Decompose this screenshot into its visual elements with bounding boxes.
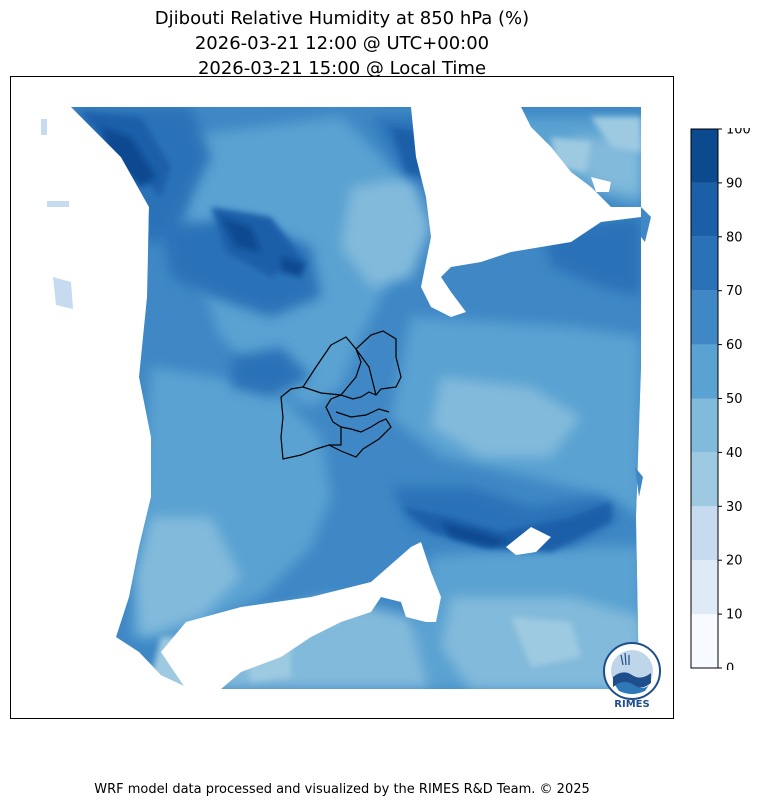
humidity-map [41,107,651,689]
colorbar-segment [691,614,718,668]
colorbar-segment [691,344,718,399]
colorbar-tick-label: 60 [726,338,743,353]
colorbar-tick-label: 10 [726,608,743,623]
colorbar-tick-label: 0 [726,662,734,671]
edge-patches [41,119,651,497]
gulf-coast [335,408,390,418]
colorbar-segment [691,290,718,345]
footer-credit: WRF model data processed and visualized … [94,782,590,797]
colorbar-segment [691,398,718,453]
colorbar-tick-label: 30 [726,500,743,515]
region-tadjourah-divider [302,348,362,396]
colorbar-tick-label: 100 [726,128,751,138]
field-90-100 [101,127,511,547]
country-boundaries [280,330,402,460]
rimes-logo: RIMES [603,642,661,710]
colorbar-tick-label: 70 [726,284,743,299]
colorbar-segment [691,560,718,615]
colorbar: 0 10 20 30 40 50 60 70 80 90 100 [690,123,764,677]
logo-text: RIMES [614,699,649,710]
colorbar-tick-label: 40 [726,446,743,461]
colorbar-tick-label: 20 [726,554,743,569]
colorbar-tick-label: 80 [726,230,743,245]
colorbar-segment [691,452,718,507]
colorbar-segment [691,236,718,291]
colorbar-segment [691,129,718,183]
no-data-areas [161,107,641,689]
title-line-2: 2026-03-21 12:00 @ UTC+00:00 [194,33,490,54]
field-40-50 [136,137,641,689]
djibouti-border [280,330,402,460]
map-title: Djibouti Relative Humidity at 850 hPa (%… [0,6,684,81]
title-line-1: Djibouti Relative Humidity at 850 hPa (%… [154,8,530,29]
colorbar-tick-label: 90 [726,176,743,191]
colorbar-svg: 0 10 20 30 40 50 60 70 80 90 100 [690,123,751,677]
humidity-field [71,107,641,689]
title-line-3: 2026-03-21 15:00 @ Local Time [197,58,487,79]
colorbar-segment [691,506,718,561]
region-dikhil-divider [329,427,342,446]
colorbar-tick-label: 50 [726,392,743,407]
map-frame: RIMES [10,76,674,719]
colorbar-segment [691,182,718,237]
region-obock-divider [355,348,377,396]
